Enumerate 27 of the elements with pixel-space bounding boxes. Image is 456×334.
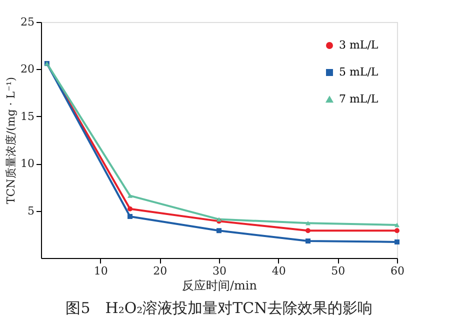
y-tick-label: 15 — [20, 110, 34, 123]
legend-label: 7 mL/L — [339, 92, 379, 106]
x-tick-label: 40 — [272, 264, 286, 278]
x-axis-title: 反应时间/min — [182, 278, 258, 292]
point — [128, 214, 132, 219]
point — [128, 194, 132, 198]
y-axis-title: TCN质量浓度/(mg · L⁻¹) — [4, 76, 18, 204]
point — [306, 228, 310, 234]
point — [394, 239, 400, 244]
point — [216, 228, 222, 234]
legend-label: 5 mL/L — [339, 66, 379, 78]
point — [216, 217, 222, 222]
point — [128, 206, 132, 212]
y-tick-label: 5 — [28, 204, 34, 218]
x-tick-label: 20 — [153, 264, 168, 278]
x-tick-label: 50 — [331, 264, 346, 278]
x-tick-label: 10 — [94, 264, 108, 278]
point — [394, 222, 400, 228]
legend-label: 3 mL/L — [339, 38, 379, 52]
text: 图5 H₂O₂溶液投加量对TCN去除效果的影响 — [66, 299, 372, 317]
x-tick-label: 60 — [390, 264, 404, 278]
y-tick-label: 20 — [20, 62, 34, 76]
y-tick-label: 25 — [20, 16, 34, 28]
point — [306, 238, 310, 244]
point — [394, 228, 400, 234]
y-tick-label: 10 — [20, 157, 34, 170]
x-tick-label: 30 — [212, 264, 226, 278]
